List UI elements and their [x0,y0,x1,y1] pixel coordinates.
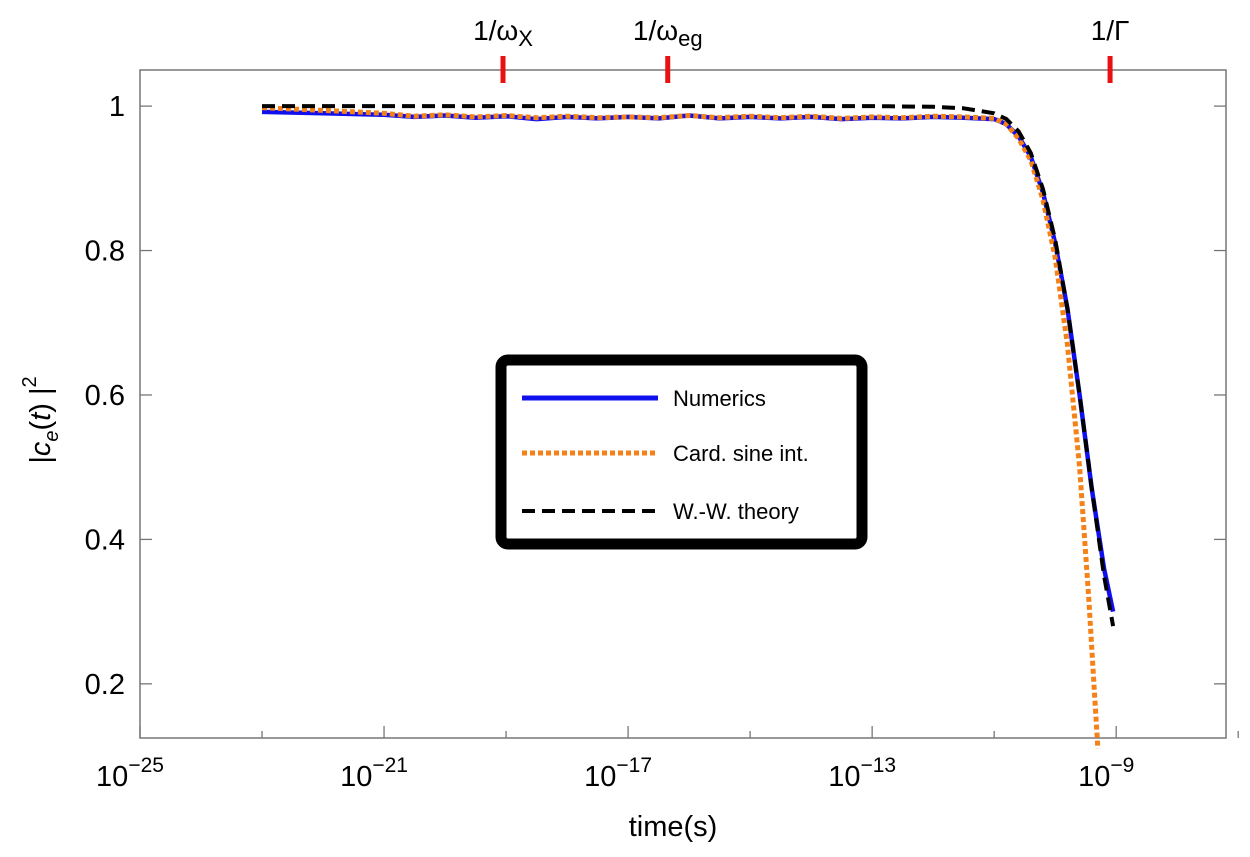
x-tick-label: 10−25 [96,754,164,793]
y-tick-label: 0.6 [85,380,125,412]
series-line-2 [262,104,1116,627]
legend: Numerics Card. sine int. W.-W. theory [495,354,868,550]
axis-ticks [139,105,1239,738]
x-tick-label: 10−17 [584,754,652,793]
series-layer [261,104,1116,749]
legend-label-card-sine: Card. sine int. [673,441,809,466]
plot-frame [139,69,1227,739]
y-tick-label: 0.4 [85,524,125,556]
marker-label-2: 1/Γ [1091,15,1130,46]
y-tick-label: 1 [109,91,125,123]
legend-box [495,354,868,550]
y-tick-labels: 0.2 0.4 0.6 0.8 1 [85,91,125,701]
x-tick-label: 10−21 [340,754,408,793]
marker-label-1: 1/ωeg [633,15,703,51]
x-tick-labels: 10−25 10−21 10−17 10−13 10−9 [96,754,1134,793]
x-tick-label: 10−13 [828,754,896,793]
y-axis-title: |ce(t) |2 [19,376,63,463]
x-tick-label: 10−9 [1078,754,1134,793]
legend-label-ww-theory: W.-W. theory [673,499,799,524]
legend-label-numerics: Numerics [673,386,766,411]
y-tick-label: 0.8 [85,236,125,268]
series-line-1 [261,105,1101,749]
x-axis-title: time(s) [629,811,718,843]
svg-text:|ce(t) |2: |ce(t) |2 [19,376,63,463]
marker-label-0: 1/ωX [473,15,533,51]
y-tick-label: 0.2 [85,669,125,701]
top-markers: 1/ωX 1/ωeg 1/Γ [473,15,1129,83]
